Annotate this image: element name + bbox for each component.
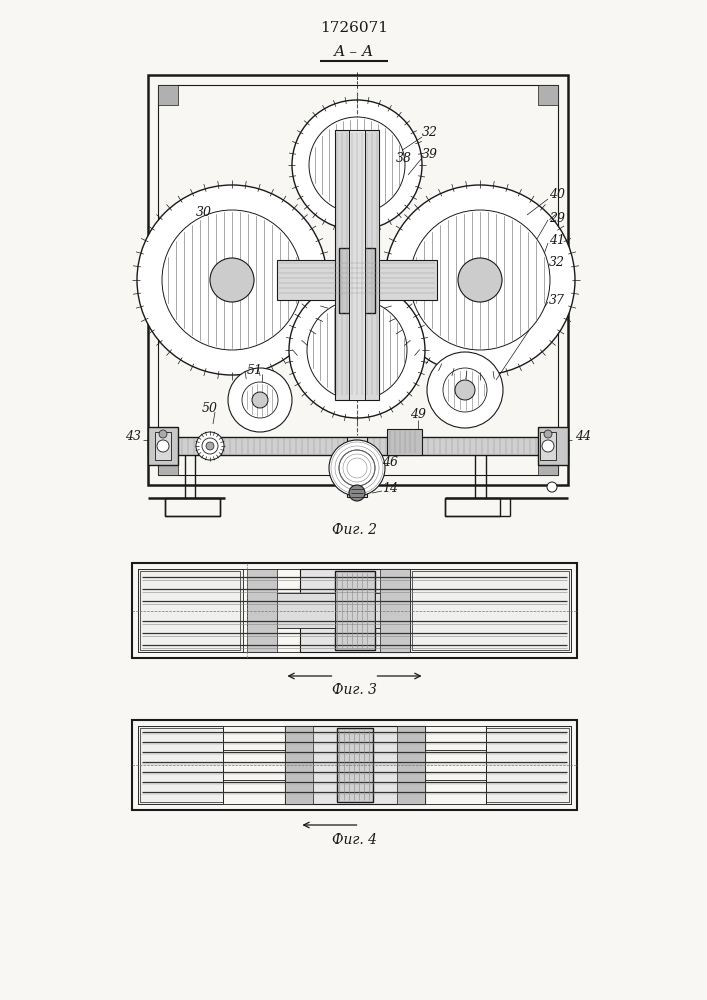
Bar bbox=[132, 720, 577, 810]
Bar bbox=[387, 429, 422, 455]
Bar bbox=[334, 571, 375, 650]
Text: 51: 51 bbox=[247, 363, 263, 376]
Bar bbox=[339, 248, 375, 313]
Bar bbox=[411, 571, 569, 650]
Bar bbox=[486, 728, 569, 802]
Circle shape bbox=[289, 282, 425, 418]
Bar bbox=[158, 455, 178, 475]
Circle shape bbox=[455, 380, 475, 400]
Text: А – А: А – А bbox=[334, 45, 374, 59]
Text: 1726071: 1726071 bbox=[320, 21, 388, 35]
Bar bbox=[148, 75, 568, 485]
Text: 14: 14 bbox=[382, 482, 398, 494]
Bar bbox=[138, 569, 571, 652]
Bar bbox=[247, 569, 277, 652]
Bar bbox=[486, 726, 571, 804]
Text: 50: 50 bbox=[202, 401, 218, 414]
Bar bbox=[158, 85, 558, 475]
Circle shape bbox=[292, 100, 422, 230]
Bar bbox=[375, 593, 409, 628]
Text: 32: 32 bbox=[422, 126, 438, 139]
Circle shape bbox=[339, 450, 375, 486]
Bar bbox=[148, 427, 178, 465]
Bar bbox=[540, 432, 556, 460]
Bar bbox=[138, 569, 243, 652]
Text: 32: 32 bbox=[549, 255, 565, 268]
Bar bbox=[397, 726, 424, 804]
Bar bbox=[277, 260, 437, 300]
Text: 49: 49 bbox=[410, 408, 426, 422]
Circle shape bbox=[547, 482, 557, 492]
Circle shape bbox=[228, 368, 292, 432]
Circle shape bbox=[339, 147, 375, 183]
Circle shape bbox=[242, 382, 278, 418]
Bar bbox=[165, 498, 220, 516]
Bar bbox=[158, 85, 178, 105]
Text: 46: 46 bbox=[382, 456, 398, 468]
Bar bbox=[337, 728, 373, 802]
Text: 30: 30 bbox=[196, 207, 212, 220]
Bar bbox=[538, 85, 558, 105]
Text: 43: 43 bbox=[125, 430, 141, 444]
Circle shape bbox=[202, 438, 218, 454]
Bar bbox=[284, 726, 312, 804]
Circle shape bbox=[544, 430, 552, 438]
Text: 44: 44 bbox=[575, 430, 591, 444]
Circle shape bbox=[206, 442, 214, 450]
Bar bbox=[335, 130, 379, 400]
Circle shape bbox=[385, 185, 575, 375]
Text: 40: 40 bbox=[549, 188, 565, 202]
Text: Фиг. 3: Фиг. 3 bbox=[332, 683, 377, 697]
Text: 38: 38 bbox=[396, 151, 412, 164]
Circle shape bbox=[210, 258, 254, 302]
Bar bbox=[347, 437, 367, 497]
Circle shape bbox=[252, 392, 268, 408]
Circle shape bbox=[329, 440, 385, 496]
Circle shape bbox=[410, 210, 550, 350]
Circle shape bbox=[162, 210, 302, 350]
Circle shape bbox=[157, 440, 169, 452]
Bar bbox=[138, 726, 571, 804]
Bar bbox=[380, 569, 409, 652]
Bar bbox=[538, 455, 558, 475]
Circle shape bbox=[443, 368, 487, 412]
Bar bbox=[247, 593, 334, 628]
Bar bbox=[284, 726, 424, 804]
Circle shape bbox=[339, 332, 375, 368]
Text: 41: 41 bbox=[549, 233, 565, 246]
Bar bbox=[349, 130, 365, 400]
Text: Фиг. 4: Фиг. 4 bbox=[332, 833, 377, 847]
Bar bbox=[148, 437, 568, 455]
Text: Фиг. 2: Фиг. 2 bbox=[332, 523, 377, 537]
Text: 29: 29 bbox=[549, 212, 565, 225]
Circle shape bbox=[159, 430, 167, 438]
Bar bbox=[132, 563, 577, 658]
Circle shape bbox=[542, 440, 554, 452]
Bar bbox=[140, 728, 223, 802]
Bar bbox=[140, 571, 240, 650]
Text: 39: 39 bbox=[422, 148, 438, 161]
Circle shape bbox=[307, 300, 407, 400]
Bar bbox=[155, 432, 171, 460]
Circle shape bbox=[137, 185, 327, 375]
Text: 37: 37 bbox=[549, 294, 565, 306]
Circle shape bbox=[196, 432, 224, 460]
Circle shape bbox=[427, 352, 503, 428]
Circle shape bbox=[309, 117, 405, 213]
Bar bbox=[138, 726, 223, 804]
Bar bbox=[300, 569, 409, 652]
Circle shape bbox=[349, 485, 365, 501]
Bar bbox=[538, 427, 568, 465]
Circle shape bbox=[458, 258, 502, 302]
Bar bbox=[409, 569, 571, 652]
Bar bbox=[445, 498, 500, 516]
